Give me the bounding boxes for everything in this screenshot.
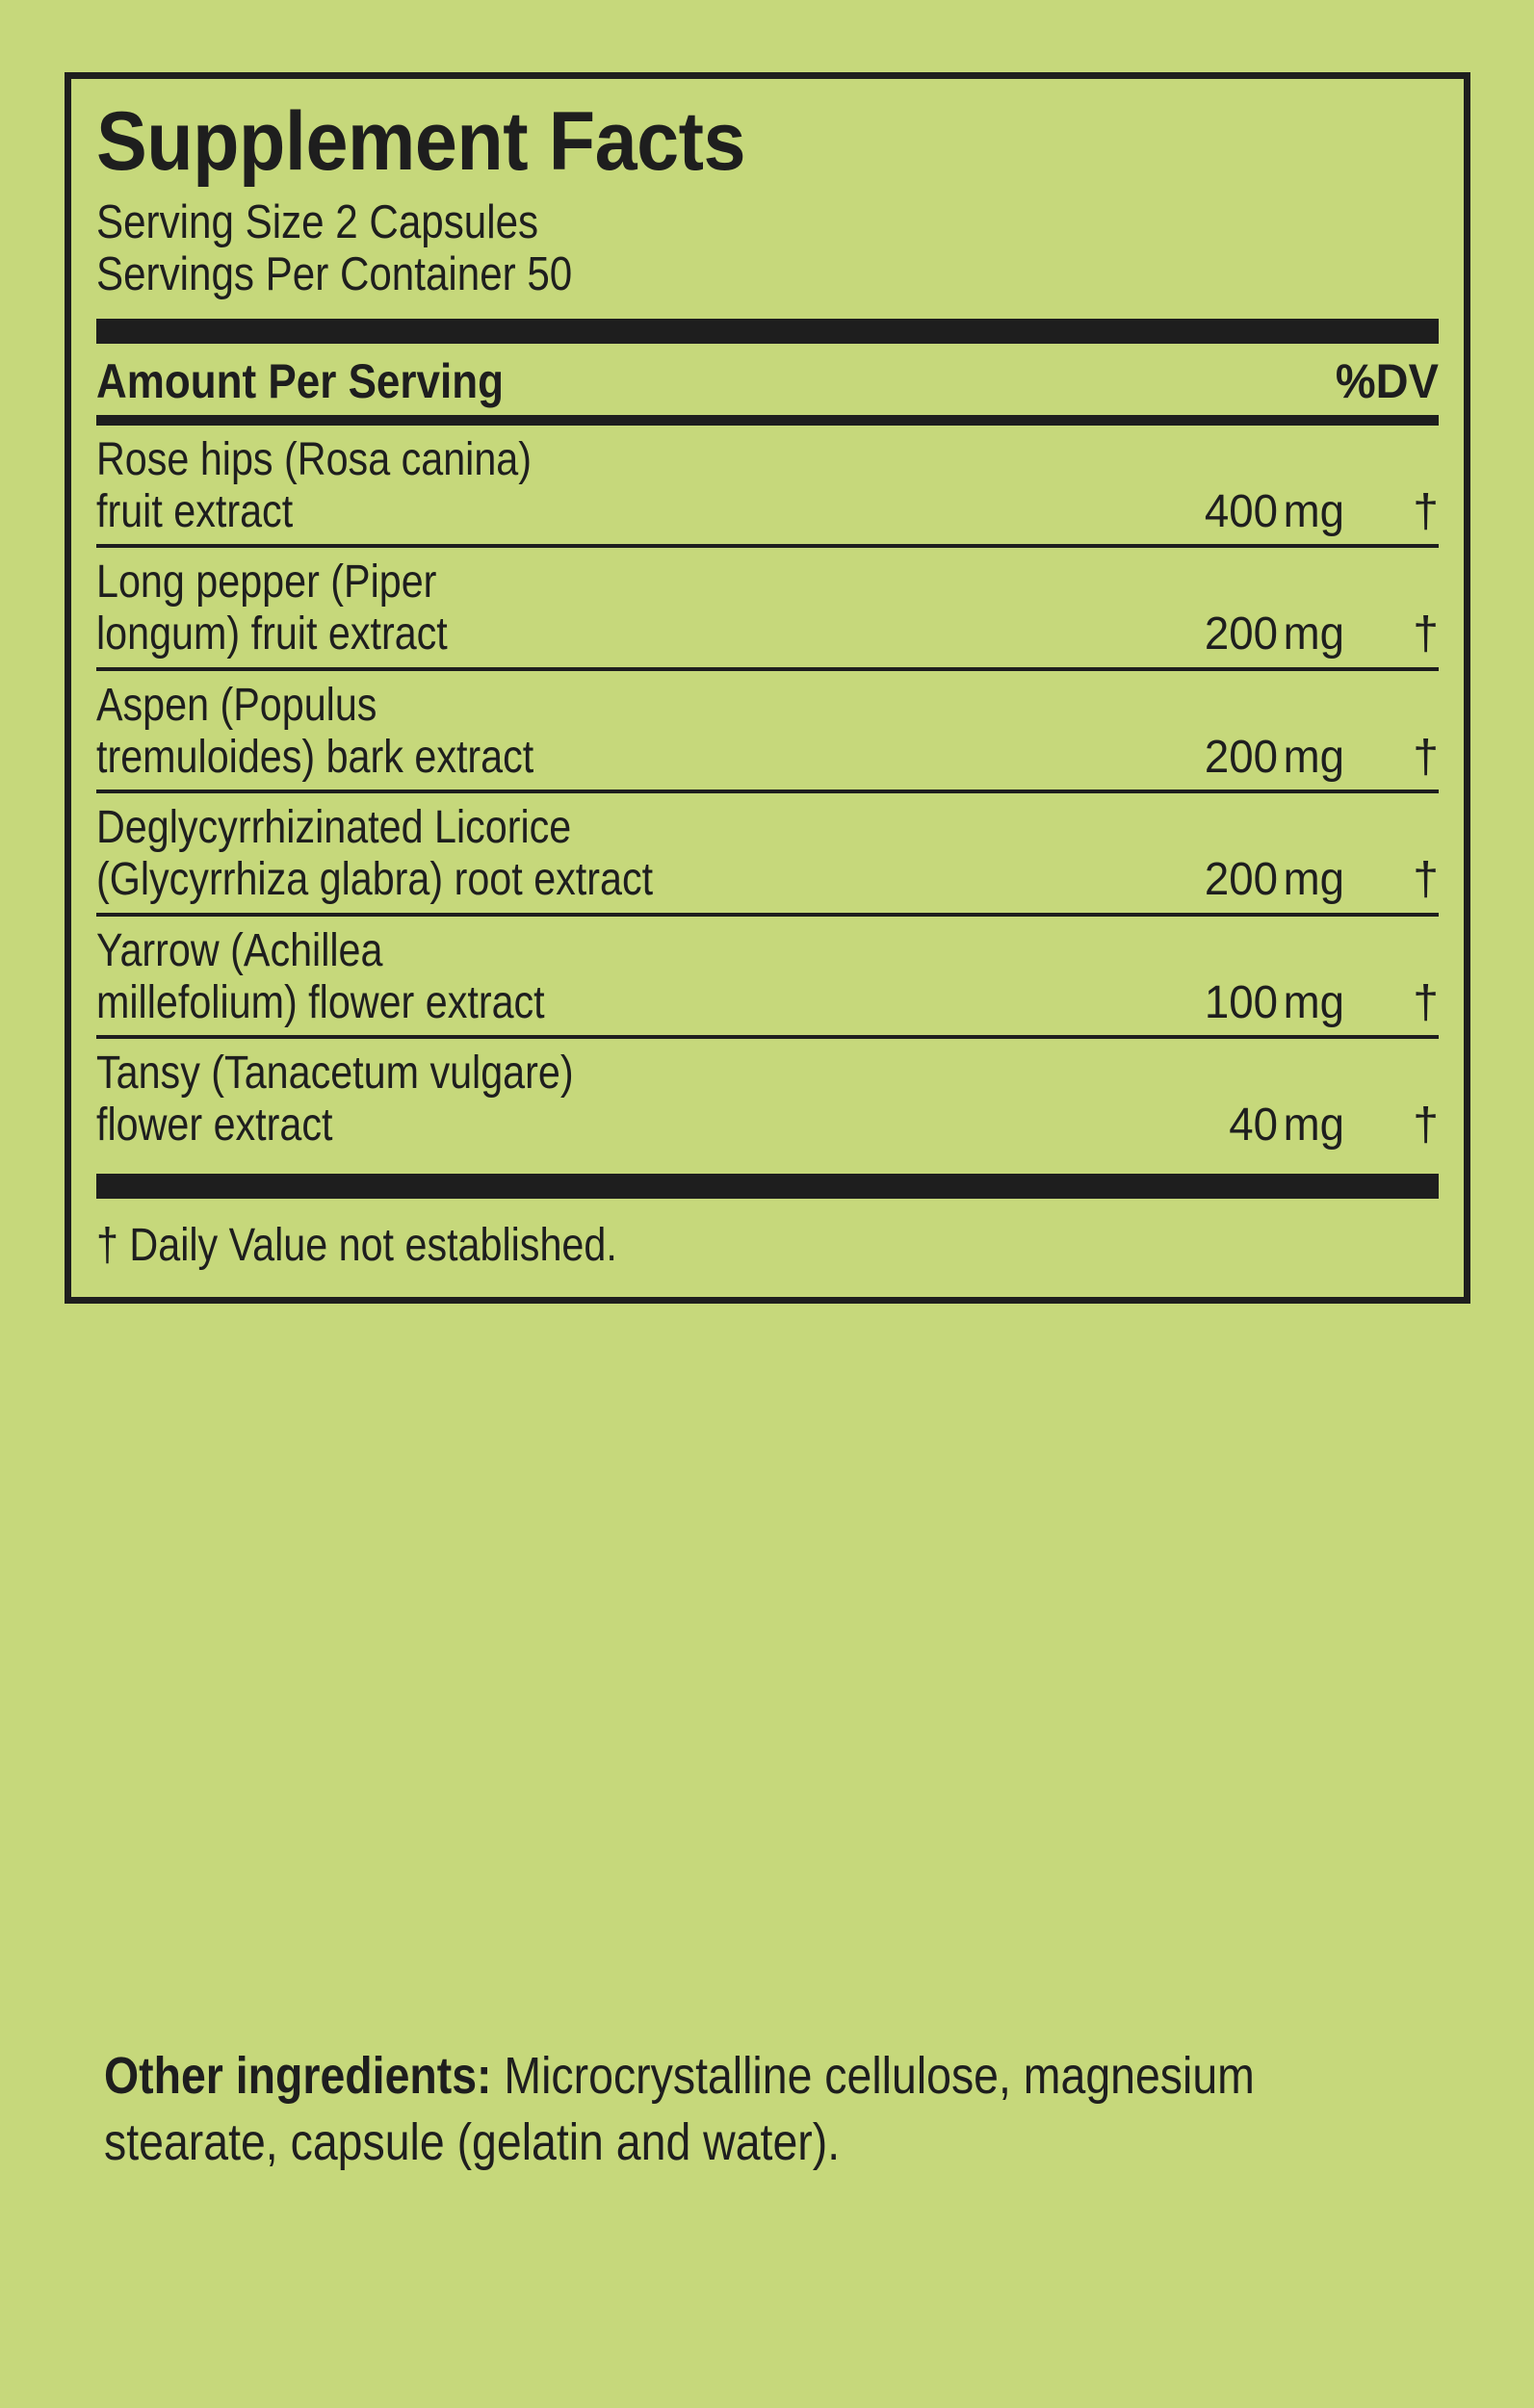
percent-dv-label: %DV bbox=[1335, 353, 1439, 408]
divider-thick-bottom bbox=[96, 1173, 1439, 1199]
table-row: Long pepper (Piper longum) fruit extract… bbox=[96, 548, 1439, 667]
divider-thin bbox=[96, 544, 1439, 549]
table-row: Yarrow (Achillea millefolium) flower ext… bbox=[96, 917, 1439, 1036]
ingredient-name-line2: flower extract bbox=[96, 1100, 333, 1151]
ingredient-name: Deglycyrrhizinated Licorice (Glycyrrhiza… bbox=[96, 802, 979, 906]
ingredient-amount-unit: mg bbox=[1283, 608, 1344, 660]
table-row: Tansy (Tanacetum vulgare) flower extract… bbox=[96, 1039, 1439, 1158]
ingredient-dv: † bbox=[1413, 976, 1439, 1028]
page-title: Supplement Facts bbox=[96, 95, 746, 188]
ingredient-name: Rose hips (Rosa canina) fruit extract bbox=[96, 434, 979, 538]
ingredient-name-line2: tremuloides) bark extract bbox=[96, 731, 534, 783]
daily-value-footnote: † Daily Value not established. bbox=[96, 1219, 617, 1271]
other-ingredients-section: Other ingredients: Microcrystalline cell… bbox=[104, 2043, 1263, 2175]
ingredient-amount: 100 mg bbox=[1134, 976, 1344, 1029]
divider-thin bbox=[96, 666, 1439, 671]
other-ingredients-text: Microcrystalline cellulose, magnesium st… bbox=[104, 2047, 1255, 2171]
ingredient-name-line1: Tansy (Tanacetum vulgare) bbox=[96, 1048, 574, 1100]
ingredient-name-line1: Long pepper (Piper bbox=[96, 557, 437, 608]
ingredient-name-line1: Deglycyrrhizinated Licorice bbox=[96, 802, 572, 854]
ingredient-dv: † bbox=[1413, 608, 1439, 660]
ingredient-amount-unit: mg bbox=[1283, 854, 1344, 905]
amount-per-serving-label: Amount Per Serving bbox=[96, 353, 504, 408]
ingredient-amount-value: 200 bbox=[1204, 854, 1278, 905]
ingredient-amount-unit: mg bbox=[1283, 976, 1344, 1028]
ingredient-amount-value: 200 bbox=[1204, 608, 1278, 660]
ingredient-amount: 40 mg bbox=[1134, 1100, 1344, 1152]
ingredient-name-line2: (Glycyrrhiza glabra) root extract bbox=[96, 854, 654, 905]
ingredient-amount: 200 mg bbox=[1134, 854, 1344, 906]
serving-size-text: Serving Size 2 Capsules bbox=[96, 196, 539, 248]
ingredient-amount-unit: mg bbox=[1283, 731, 1344, 783]
servings-per-container-text: Servings Per Container 50 bbox=[96, 248, 573, 301]
ingredient-amount: 200 mg bbox=[1134, 731, 1344, 784]
amount-header-row: Amount Per Serving %DV bbox=[96, 353, 1439, 409]
table-row: Aspen (Populus tremuloides) bark extract… bbox=[96, 671, 1439, 790]
ingredient-name-line2: fruit extract bbox=[96, 485, 294, 537]
divider-thin bbox=[96, 912, 1439, 917]
ingredient-name: Yarrow (Achillea millefolium) flower ext… bbox=[96, 925, 979, 1029]
table-row: Deglycyrrhizinated Licorice (Glycyrrhiza… bbox=[96, 793, 1439, 913]
supplement-facts-panel: Supplement Facts Serving Size 2 Capsules… bbox=[65, 72, 1470, 1304]
ingredient-amount-value: 40 bbox=[1229, 1100, 1278, 1151]
divider-thin bbox=[96, 790, 1439, 794]
other-ingredients-label: Other ingredients: bbox=[104, 2047, 492, 2105]
ingredient-dv: † bbox=[1413, 731, 1439, 783]
ingredient-dv: † bbox=[1413, 854, 1439, 905]
ingredient-name-line1: Aspen (Populus bbox=[96, 679, 377, 731]
ingredient-amount-unit: mg bbox=[1283, 1100, 1344, 1151]
ingredient-amount-value: 100 bbox=[1204, 976, 1278, 1028]
ingredient-name: Aspen (Populus tremuloides) bark extract bbox=[96, 680, 979, 784]
ingredient-amount: 400 mg bbox=[1134, 485, 1344, 538]
ingredient-dv: † bbox=[1413, 485, 1439, 537]
ingredient-amount-value: 400 bbox=[1204, 485, 1278, 537]
ingredient-name-line1: Yarrow (Achillea bbox=[96, 924, 383, 976]
ingredient-name-line2: millefolium) flower extract bbox=[96, 976, 545, 1028]
ingredient-amount-unit: mg bbox=[1283, 485, 1344, 537]
divider-thin bbox=[96, 1035, 1439, 1040]
ingredient-amount-value: 200 bbox=[1204, 731, 1278, 783]
ingredient-amount: 200 mg bbox=[1134, 608, 1344, 660]
ingredient-name-line2: longum) fruit extract bbox=[96, 608, 448, 660]
divider-thick-top bbox=[96, 318, 1439, 344]
table-row: Rose hips (Rosa canina) fruit extract 40… bbox=[96, 426, 1439, 545]
ingredient-dv: † bbox=[1413, 1100, 1439, 1151]
ingredient-name-line1: Rose hips (Rosa canina) bbox=[96, 433, 533, 485]
divider-medium-header bbox=[96, 414, 1439, 426]
ingredient-name: Tansy (Tanacetum vulgare) flower extract bbox=[96, 1048, 979, 1152]
ingredient-name: Long pepper (Piper longum) fruit extract bbox=[96, 557, 979, 660]
